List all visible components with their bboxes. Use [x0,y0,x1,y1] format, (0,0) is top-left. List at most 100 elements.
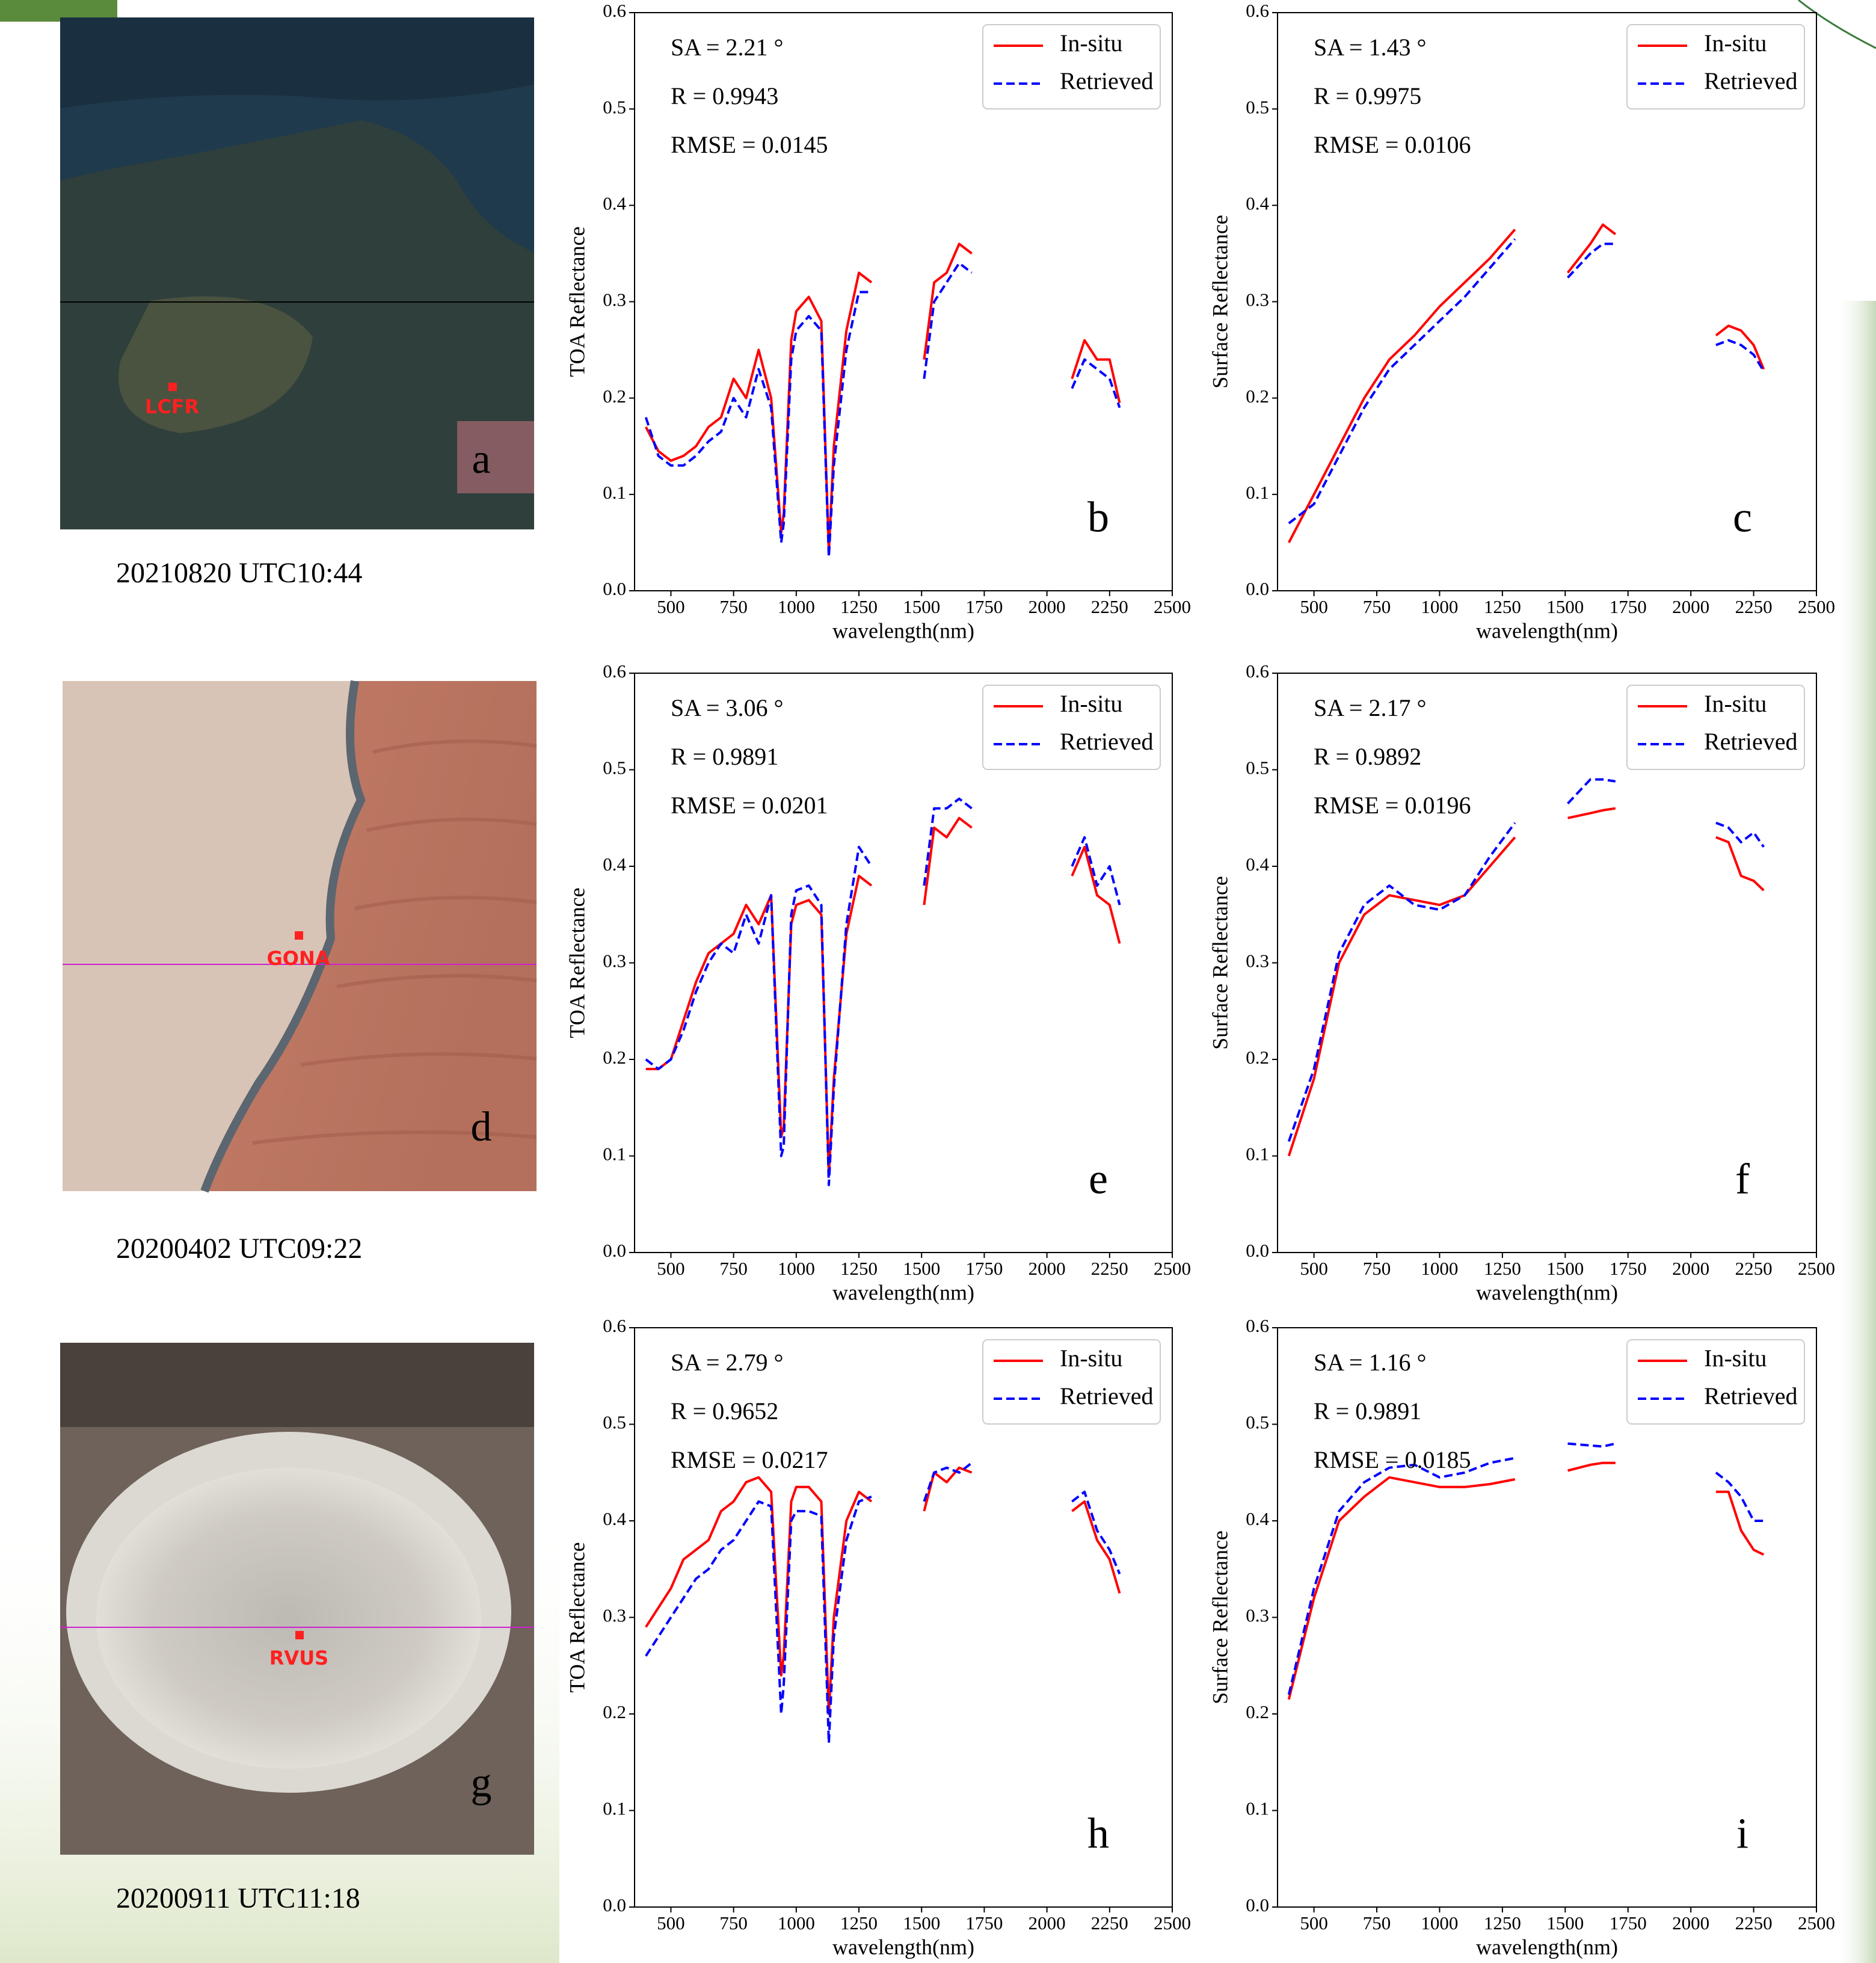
y-tick-label: 0.4 [603,1508,626,1529]
y-tick-label: 0.5 [1246,1412,1269,1433]
panel-label: b [1087,493,1109,541]
x-tick-label: 2250 [1091,1912,1128,1934]
annotation: R = 0.9975 [1314,82,1421,109]
x-axis-label: wavelength(nm) [832,1280,974,1304]
image-date: 20200911 UTC11:18 [116,1882,360,1914]
x-tick-label: 1750 [1610,596,1647,617]
y-tick-label: 0.5 [1246,96,1269,117]
y-tick-label: 0.4 [603,193,626,214]
background-curve [1798,0,1876,48]
annotation: SA = 1.43 ° [1314,34,1426,61]
y-tick-label: 0.4 [603,854,626,875]
panel-label: e [1089,1155,1108,1203]
legend-label: Retrieved [1704,1382,1798,1410]
legend-label: Retrieved [1704,67,1798,94]
x-tick-label: 750 [719,1912,748,1934]
legend-label: In-situ [1704,1345,1767,1372]
panel-label: i [1736,1810,1748,1858]
x-tick-label: 1500 [903,596,940,617]
annotation: RMSE = 0.0201 [671,792,828,819]
annotation: RMSE = 0.0106 [1314,131,1471,158]
y-tick-label: 0.3 [603,1605,626,1626]
x-tick-label: 750 [1363,1258,1391,1279]
legend-label: Retrieved [1060,67,1154,94]
y-tick-label: 0.2 [1246,1701,1269,1722]
satellite-image: RVUS g [60,1343,534,1855]
x-tick-label: 1000 [1421,596,1458,617]
y-tick-label: 0.2 [603,1047,626,1068]
annotation: RMSE = 0.0196 [1314,792,1471,819]
annotation: R = 0.9652 [671,1398,778,1425]
series-line [1289,224,1764,543]
series-line [646,818,1120,1176]
annotation: SA = 1.16 ° [1314,1349,1426,1376]
y-tick-label: 0.1 [1246,1798,1269,1819]
x-tick-label: 2000 [1029,1258,1066,1279]
x-tick-label: 750 [1363,596,1391,617]
panel-label: c [1733,493,1752,541]
legend-label: In-situ [1060,1345,1122,1372]
x-tick-label: 2000 [1672,1258,1709,1279]
x-tick-label: 2500 [1798,596,1835,617]
x-tick-label: 1500 [1546,1258,1584,1279]
y-tick-label: 0.3 [603,289,626,310]
x-axis-label: wavelength(nm) [832,618,974,643]
x-tick-label: 2250 [1091,1258,1128,1279]
y-tick-label: 0.4 [1246,854,1269,875]
y-tick-label: 0.0 [1246,1894,1269,1915]
annotation: R = 0.9891 [1314,1398,1421,1425]
y-tick-label: 0.2 [1246,386,1269,407]
x-tick-label: 1250 [1484,1258,1521,1279]
series-line [1289,809,1764,1156]
annotation: SA = 2.21 ° [671,34,783,61]
y-tick-label: 0.2 [603,386,626,407]
y-tick-label: 0.0 [1246,1240,1269,1261]
x-tick-label: 1750 [1610,1912,1647,1934]
x-tick-label: 2000 [1029,596,1066,617]
x-tick-label: 750 [719,1258,748,1279]
y-tick-label: 0.3 [1246,951,1269,972]
legend-label: In-situ [1060,690,1122,717]
annotation: RMSE = 0.0217 [671,1446,828,1473]
x-tick-label: 1750 [965,1912,1003,1934]
x-tick-label: 2250 [1091,596,1128,617]
y-tick-label: 0.6 [1246,1315,1269,1336]
x-tick-label: 2500 [1154,1258,1191,1279]
image-date: 20200402 UTC09:22 [116,1233,362,1265]
chart: 0.00.10.20.30.40.50.65007501000125015001… [565,661,1191,1304]
x-tick-label: 1250 [1484,596,1521,617]
x-axis-label: wavelength(nm) [1476,618,1618,643]
image-date: 20210820 UTC10:44 [116,557,362,589]
series-line [646,1468,1120,1714]
x-tick-label: 1750 [1610,1258,1647,1279]
background-edge [1834,301,1876,1963]
panel-label: h [1087,1810,1109,1858]
y-tick-label: 0.1 [603,1798,626,1819]
x-tick-label: 1000 [1421,1258,1458,1279]
y-axis-label: TOA Reflectance [565,226,589,377]
satellite-image: GONA d [63,681,537,1191]
x-tick-label: 2500 [1798,1912,1835,1934]
y-tick-label: 0.6 [603,0,626,21]
annotation: SA = 3.06 ° [671,694,783,721]
y-axis-label: Surface Reflectance [1208,1530,1232,1704]
annotation: RMSE = 0.0185 [1314,1446,1471,1473]
y-axis-label: Surface Reflectance [1208,876,1232,1050]
image-ridge [60,1343,534,1427]
y-tick-label: 0.6 [1246,0,1269,21]
series-line [646,244,1120,552]
y-axis-label: TOA Reflectance [565,887,589,1038]
site-label: RVUS [269,1647,328,1669]
x-tick-label: 500 [657,1912,685,1934]
y-tick-label: 0.4 [1246,1508,1269,1529]
image-letter: g [471,1760,492,1806]
y-tick-label: 0.3 [1246,1605,1269,1626]
y-tick-label: 0.3 [1246,289,1269,310]
y-tick-label: 0.0 [1246,578,1269,599]
x-tick-label: 2500 [1154,596,1191,617]
y-axis-label: TOA Reflectance [565,1542,589,1692]
x-tick-label: 500 [1300,1258,1328,1279]
x-tick-label: 750 [1363,1912,1391,1934]
